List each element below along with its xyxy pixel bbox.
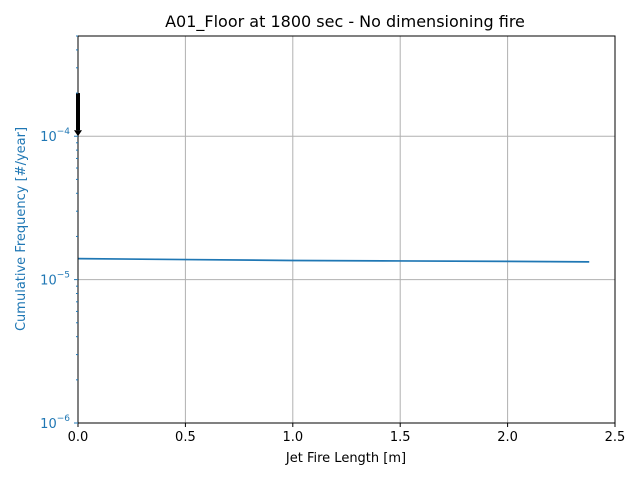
x-axis-label: Jet Fire Length [m] (285, 451, 406, 466)
series-line (77, 257, 590, 263)
y-axis-label: Cumulative Frequency [#/year] (14, 127, 29, 331)
grid-lines (77, 36, 616, 424)
x-ticks: 0.0 0.5 1.0 1.5 2.0 2.5 (68, 423, 626, 445)
plot-frame (77, 35, 616, 424)
y-tick-label: 10−6 (40, 414, 70, 432)
y-ticks: 10−6 10−5 10−4 (40, 35, 78, 432)
y-tick-label: 10−5 (40, 271, 70, 289)
x-tick-label: 2.5 (605, 430, 626, 445)
x-tick-label: 1.5 (390, 430, 411, 445)
series-group (77, 257, 590, 263)
x-tick-label: 2.0 (497, 430, 518, 445)
chart-title: A01_Floor at 1800 sec - No dimensioning … (165, 12, 525, 32)
x-tick-label: 1.0 (282, 430, 303, 445)
x-tick-label: 0.0 (68, 430, 89, 445)
x-tick-label: 0.5 (175, 430, 196, 445)
y-tick-label: 10−4 (40, 127, 70, 145)
